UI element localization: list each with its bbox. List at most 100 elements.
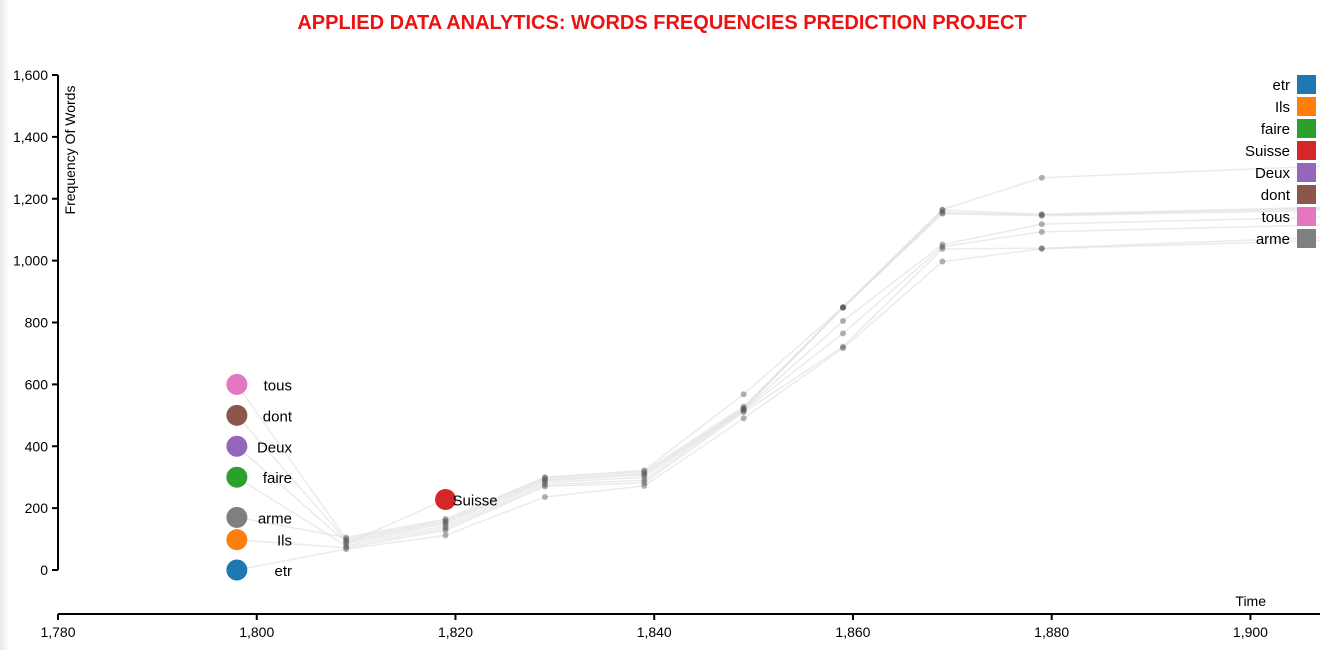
data-point <box>442 520 449 527</box>
data-point <box>442 517 449 524</box>
legend-swatch <box>1297 207 1316 226</box>
word-bubble-label: Ils <box>277 533 292 550</box>
data-point <box>1038 211 1045 218</box>
legend-swatch <box>1297 97 1316 116</box>
word-bubble-label: faire <box>263 470 292 487</box>
legend-label: arme <box>1256 231 1290 248</box>
x-tick-label: 1,780 <box>40 624 75 640</box>
x-tick-label: 1,900 <box>1233 624 1268 640</box>
data-point <box>939 206 946 213</box>
y-tick-label: 0 <box>40 562 48 578</box>
data-point <box>641 468 648 475</box>
legend-swatch <box>1297 229 1316 248</box>
data-point <box>939 243 946 250</box>
data-point <box>343 545 350 552</box>
data-point <box>442 519 449 526</box>
data-point <box>641 479 648 486</box>
legend-label: faire <box>1261 121 1290 138</box>
data-point <box>343 544 350 551</box>
series-line <box>236 224 1321 547</box>
chart-title: APPLIED DATA ANALYTICS: WORDS FREQUENCIE… <box>297 12 1026 34</box>
data-point <box>740 407 747 414</box>
word-bubble <box>226 404 248 426</box>
data-point <box>939 207 946 214</box>
data-point <box>939 210 946 217</box>
legend-label: Suisse <box>1245 143 1290 160</box>
legend-swatch <box>1297 75 1316 94</box>
series-lines <box>236 165 1321 571</box>
legend-swatch <box>1297 119 1316 138</box>
word-bubble-label: arme <box>258 510 292 527</box>
word-bubble <box>226 506 248 528</box>
data-point <box>840 304 847 311</box>
data-point <box>442 523 449 530</box>
data-point <box>442 527 449 534</box>
data-point <box>343 534 350 541</box>
data-point <box>740 406 747 413</box>
data-point <box>442 532 449 539</box>
word-bubble <box>226 559 248 581</box>
series-line <box>236 206 1321 540</box>
data-point <box>641 477 648 484</box>
data-point <box>740 409 747 416</box>
legend-label: tous <box>1262 209 1290 226</box>
word-bubble-label: tous <box>264 377 292 394</box>
y-tick-label: 1,600 <box>13 67 48 83</box>
y-tick-label: 400 <box>25 438 49 454</box>
data-point <box>343 537 350 544</box>
series-line <box>345 216 1321 545</box>
data-point <box>442 525 449 532</box>
data-point <box>1038 221 1045 228</box>
data-point <box>939 209 946 216</box>
data-point <box>1038 174 1045 181</box>
word-bubble <box>226 466 248 488</box>
legend-swatch <box>1297 163 1316 182</box>
y-tick-label: 1,400 <box>13 129 48 145</box>
series-line <box>236 209 1321 543</box>
x-axis: 1,780 1,800 1,820 1,840 1,860 1,880 1,900 <box>40 613 1320 640</box>
data-point <box>641 474 648 481</box>
word-bubble <box>435 488 457 510</box>
word-bubble <box>226 373 248 395</box>
data-point <box>1038 245 1045 252</box>
data-point <box>740 403 747 410</box>
x-tick-label: 1,820 <box>438 624 473 640</box>
data-point <box>939 258 946 265</box>
y-tick-label: 600 <box>25 376 49 392</box>
data-point <box>541 476 548 483</box>
data-point <box>541 477 548 484</box>
x-tick-label: 1,860 <box>835 624 870 640</box>
series-line <box>236 165 1321 539</box>
series-points <box>343 174 1045 552</box>
legend-swatch <box>1297 185 1316 204</box>
y-axis: 0 200 400 600 800 1,000 1,200 1,400 1,600 <box>13 67 59 578</box>
word-bubble <box>226 529 248 551</box>
data-point <box>641 470 648 477</box>
data-point <box>442 515 449 522</box>
word-bubble-label: Deux <box>257 439 293 456</box>
x-tick-label: 1,880 <box>1034 624 1069 640</box>
data-point <box>939 245 946 252</box>
legend-label: Deux <box>1255 165 1291 182</box>
data-point <box>740 391 747 398</box>
legend-label: Ils <box>1275 99 1290 116</box>
data-point <box>840 304 847 311</box>
x-tick-label: 1,840 <box>637 624 672 640</box>
data-point <box>343 540 350 547</box>
legend: etr Ils faire Suisse Deux dont tous arme <box>1245 75 1316 248</box>
x-axis-label: Time <box>1235 593 1266 609</box>
word-bubble-label: dont <box>263 408 293 425</box>
data-point <box>641 467 648 474</box>
data-point <box>840 304 847 311</box>
data-point <box>840 345 847 352</box>
data-point <box>343 542 350 549</box>
data-point <box>939 241 946 248</box>
x-tick-label: 1,800 <box>239 624 274 640</box>
word-bubble <box>226 435 248 457</box>
legend-swatch <box>1297 141 1316 160</box>
legend-label: dont <box>1261 187 1291 204</box>
data-point <box>641 471 648 478</box>
y-tick-label: 1,200 <box>13 191 48 207</box>
data-point <box>541 475 548 482</box>
